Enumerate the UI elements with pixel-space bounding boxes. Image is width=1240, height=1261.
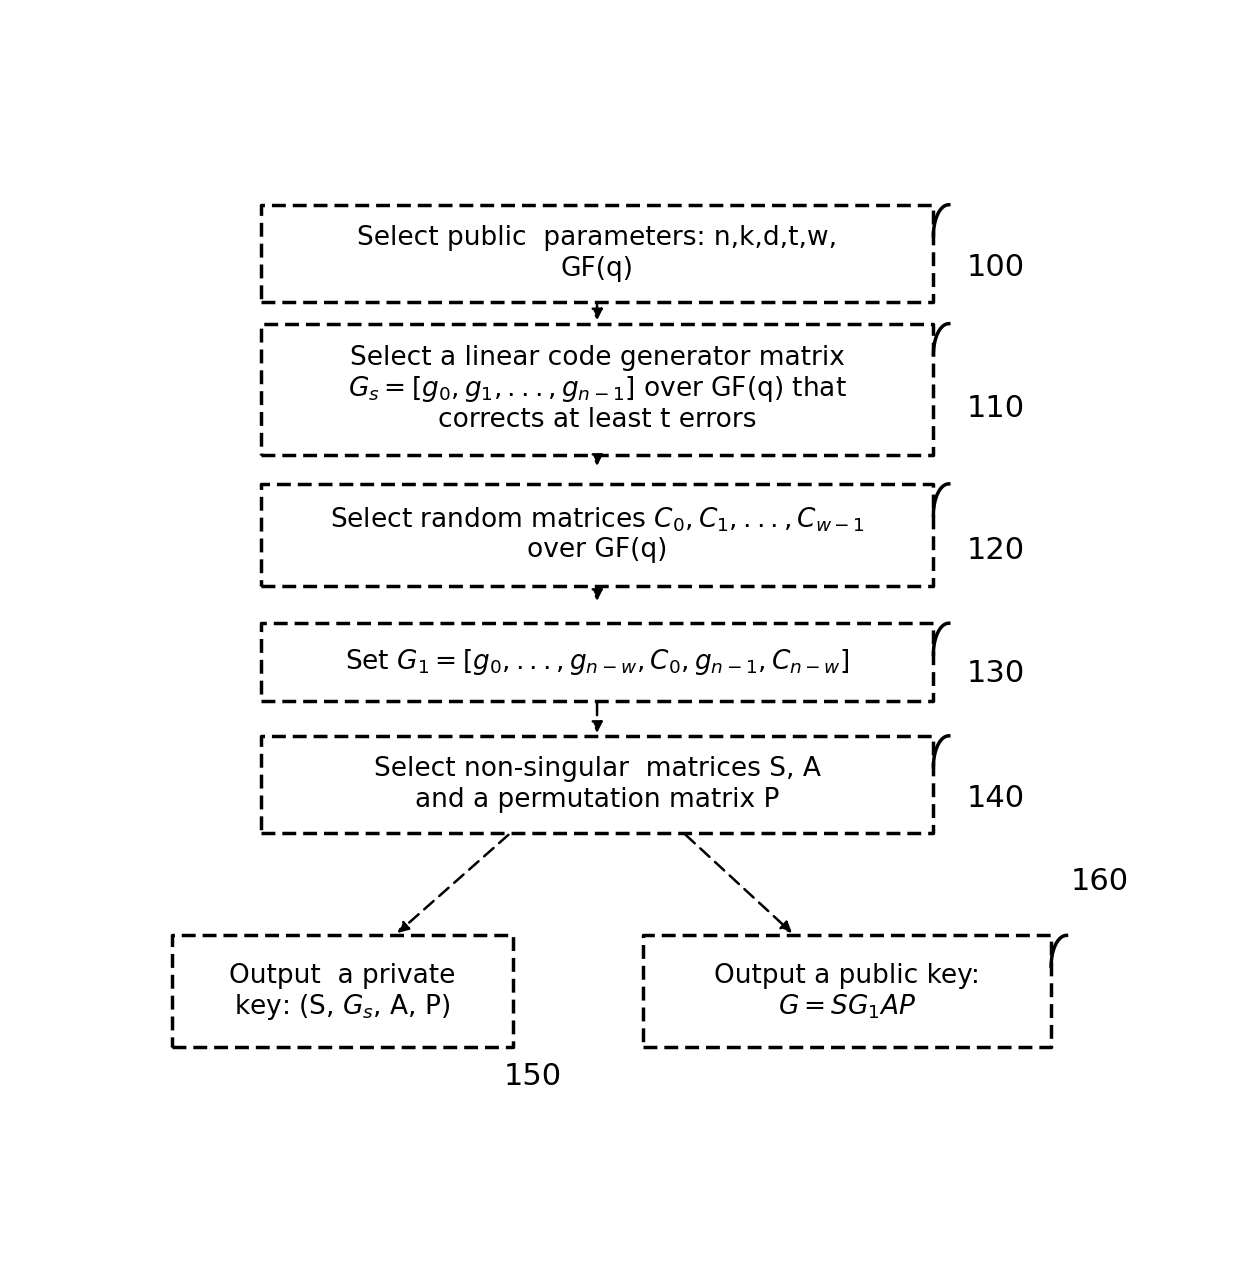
- Text: Select random matrices $C_0, C_1, ..., C_{w-1}$: Select random matrices $C_0, C_1, ..., C…: [330, 506, 864, 533]
- Bar: [260, 736, 934, 834]
- Bar: [260, 324, 934, 455]
- Bar: [260, 484, 934, 586]
- Text: Set $G_1=[g_0,  ..., g_{n-w}, C_0, g_{n-1}, C_{n-w}]$: Set $G_1=[g_0, ..., g_{n-w}, C_0, g_{n-1…: [345, 647, 849, 677]
- Text: $G=SG_1AP$: $G=SG_1AP$: [777, 992, 916, 1021]
- Text: Output a public key:: Output a public key:: [714, 962, 980, 989]
- Text: corrects at least t errors: corrects at least t errors: [438, 407, 756, 434]
- Text: 130: 130: [967, 660, 1025, 689]
- Text: Select non-singular  matrices S, A: Select non-singular matrices S, A: [373, 755, 821, 782]
- Text: 140: 140: [967, 784, 1025, 813]
- Text: over GF(q): over GF(q): [527, 537, 667, 564]
- Bar: [260, 623, 934, 701]
- Text: Output  a private: Output a private: [229, 962, 455, 989]
- Text: 120: 120: [967, 536, 1025, 565]
- Text: 110: 110: [967, 395, 1025, 424]
- Text: key: (S, $G_s$, A, P): key: (S, $G_s$, A, P): [234, 991, 450, 1021]
- Text: Select a linear code generator matrix: Select a linear code generator matrix: [350, 346, 844, 371]
- Text: Select public  parameters: n,k,d,t,w,: Select public parameters: n,k,d,t,w,: [357, 224, 837, 251]
- Text: and a permutation matrix P: and a permutation matrix P: [415, 787, 779, 813]
- Text: 160: 160: [1070, 868, 1128, 897]
- Bar: [260, 204, 934, 301]
- Text: 100: 100: [967, 253, 1025, 282]
- Text: $G_s=[g_0, g_1, ..., g_{n-1}]$ over GF(q) that: $G_s=[g_0, g_1, ..., g_{n-1}]$ over GF(q…: [347, 375, 847, 405]
- Text: 150: 150: [503, 1062, 562, 1091]
- Text: GF(q): GF(q): [560, 256, 634, 281]
- Bar: [642, 936, 1052, 1047]
- Bar: [172, 936, 513, 1047]
